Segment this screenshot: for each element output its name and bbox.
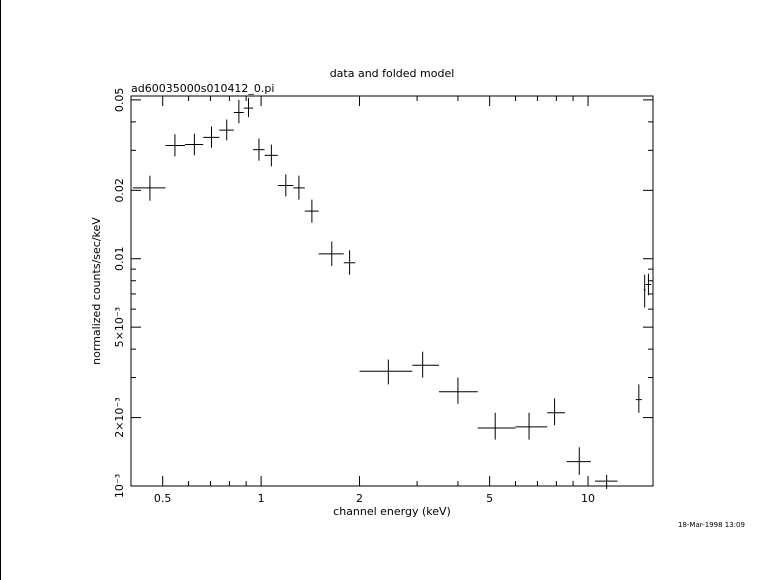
y-axis-label: normalized counts/sec/keV	[90, 217, 103, 365]
y-tick-label: 2×10⁻³	[113, 397, 126, 437]
y-tick-label: 0.02	[113, 178, 126, 203]
x-tick-label: 0.5	[154, 492, 172, 505]
page-left-border	[0, 0, 1, 580]
data-point	[515, 412, 548, 440]
data-point	[547, 398, 565, 426]
data-point	[203, 126, 220, 148]
data-points	[132, 97, 652, 490]
axis-tick-labels: 0.5 1 2 5 10 10⁻³ 2×10⁻³ 5×10⁻³ 0.01 0.02 0.05	[113, 88, 595, 505]
chart-subtitle: ad60035000s010412_0.pi	[131, 82, 274, 95]
data-point	[293, 175, 305, 200]
data-point	[304, 199, 319, 223]
y-tick-label: 5×10⁻³	[113, 307, 126, 347]
data-point	[243, 97, 254, 118]
x-tick-label: 5	[486, 492, 493, 505]
x-tick-label: 2	[356, 492, 363, 505]
x-tick-label: 10	[581, 492, 595, 505]
y-tick-label: 10⁻³	[113, 474, 126, 498]
data-point	[645, 273, 652, 296]
data-point	[477, 412, 516, 440]
axis-ticks	[130, 96, 653, 487]
data-point	[264, 144, 278, 167]
data-point	[132, 175, 166, 201]
data-point	[412, 351, 439, 378]
x-tick-label: 1	[258, 492, 265, 505]
y-tick-label: 0.01	[113, 246, 126, 271]
data-point	[318, 241, 344, 266]
data-point	[219, 119, 234, 141]
data-point	[277, 174, 294, 197]
data-point	[438, 377, 478, 404]
x-axis-label: channel energy (keV)	[333, 505, 451, 518]
data-point	[343, 250, 356, 275]
data-point	[165, 134, 185, 157]
data-point	[566, 447, 591, 475]
data-point	[635, 384, 642, 413]
chart-title: data and folded model	[330, 67, 455, 80]
data-point	[233, 99, 244, 124]
data-point	[643, 274, 646, 308]
data-point	[253, 138, 265, 161]
data-point	[359, 359, 413, 385]
data-point	[594, 474, 618, 490]
plot-frame	[130, 95, 654, 487]
data-point	[184, 133, 204, 156]
plot-timestamp: 18-Mar-1998 13:09	[678, 521, 745, 529]
y-tick-label: 0.05	[113, 88, 126, 113]
